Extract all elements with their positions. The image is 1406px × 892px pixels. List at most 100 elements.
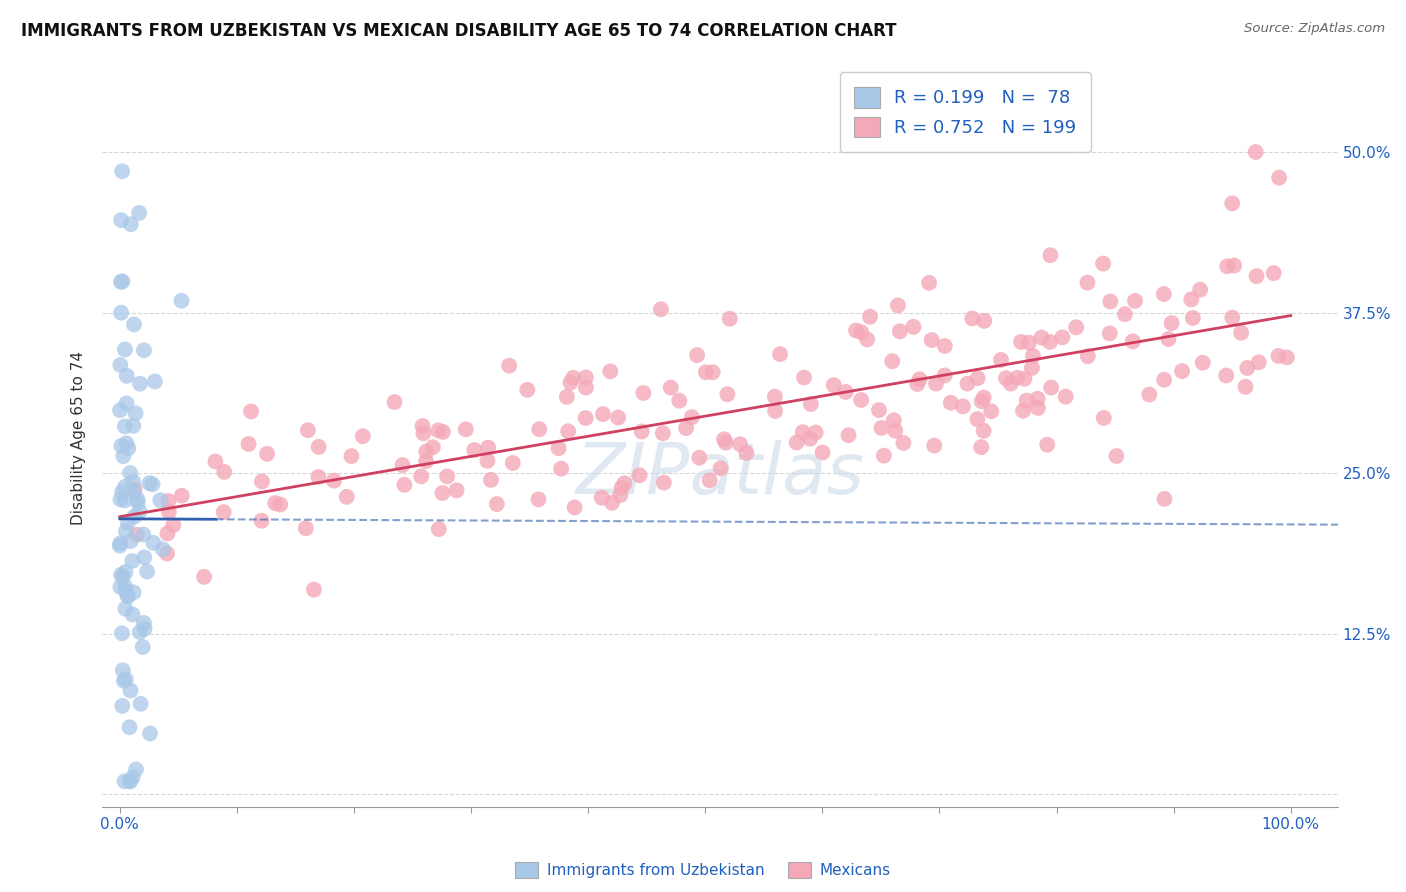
Point <box>529 422 551 436</box>
Point <box>1236 360 1258 375</box>
Point <box>415 444 437 458</box>
Point <box>110 358 132 372</box>
Point <box>956 376 979 391</box>
Point <box>352 429 374 443</box>
Point <box>1215 368 1237 383</box>
Point <box>1014 372 1036 386</box>
Point <box>114 580 136 594</box>
Point <box>718 311 741 326</box>
Point <box>111 164 134 178</box>
Point <box>114 774 136 789</box>
Point <box>120 534 142 549</box>
Point <box>118 720 141 734</box>
Point <box>769 347 792 361</box>
Point <box>157 494 180 508</box>
Point <box>127 492 149 507</box>
Point <box>436 469 458 483</box>
Point <box>652 475 675 490</box>
Point <box>477 454 499 468</box>
Point <box>849 392 872 407</box>
Point <box>527 492 550 507</box>
Point <box>110 275 132 289</box>
Point <box>908 372 931 386</box>
Point <box>562 371 585 385</box>
Point <box>970 394 993 409</box>
Point <box>143 375 166 389</box>
Point <box>141 477 163 491</box>
Point <box>882 354 904 368</box>
Point <box>117 589 139 603</box>
Point <box>108 403 131 417</box>
Point <box>793 370 815 384</box>
Point <box>925 376 948 391</box>
Point <box>111 484 134 499</box>
Point <box>1275 351 1298 365</box>
Point <box>1098 326 1121 341</box>
Point <box>110 580 132 594</box>
Point <box>1039 248 1062 262</box>
Text: ZIPatlas: ZIPatlas <box>575 440 865 509</box>
Point <box>132 343 155 358</box>
Point <box>412 419 434 434</box>
Point <box>156 547 179 561</box>
Point <box>1157 332 1180 346</box>
Point <box>966 412 988 426</box>
Point <box>883 413 905 427</box>
Point <box>710 461 733 475</box>
Point <box>1052 330 1074 344</box>
Point <box>804 425 827 440</box>
Point <box>114 601 136 615</box>
Point <box>686 348 709 362</box>
Point <box>1122 334 1144 349</box>
Point <box>111 274 134 288</box>
Point <box>134 622 156 636</box>
Point <box>336 490 359 504</box>
Point <box>120 466 142 480</box>
Point <box>115 584 138 599</box>
Point <box>111 626 134 640</box>
Point <box>118 774 141 789</box>
Point <box>610 481 633 495</box>
Point <box>394 478 416 492</box>
Point <box>884 424 907 438</box>
Point <box>681 410 703 425</box>
Point <box>127 495 149 509</box>
Point <box>120 217 142 231</box>
Point <box>1268 170 1291 185</box>
Point <box>1267 349 1289 363</box>
Point <box>650 302 672 317</box>
Point <box>599 364 621 378</box>
Point <box>121 770 143 784</box>
Point <box>934 368 956 383</box>
Point <box>432 425 454 439</box>
Point <box>980 404 1002 418</box>
Point <box>973 391 995 405</box>
Point <box>800 397 823 411</box>
Point <box>1077 349 1099 363</box>
Point <box>142 536 165 550</box>
Point <box>132 527 155 541</box>
Text: IMMIGRANTS FROM UZBEKISTAN VS MEXICAN DISABILITY AGE 65 TO 74 CORRELATION CHART: IMMIGRANTS FROM UZBEKISTAN VS MEXICAN DI… <box>21 22 897 40</box>
Point <box>1054 390 1077 404</box>
Point <box>1247 355 1270 369</box>
Point <box>110 306 132 320</box>
Point <box>702 365 724 379</box>
Point <box>110 567 132 582</box>
Point <box>124 482 146 496</box>
Point <box>121 554 143 568</box>
Point <box>1092 257 1115 271</box>
Point <box>302 582 325 597</box>
Point <box>1153 287 1175 301</box>
Point <box>792 425 814 440</box>
Point <box>688 450 710 465</box>
Point <box>1099 294 1122 309</box>
Point <box>110 213 132 227</box>
Point <box>851 325 873 339</box>
Point <box>1036 438 1059 452</box>
Point <box>446 483 468 498</box>
Point <box>699 473 721 487</box>
Point <box>115 524 138 538</box>
Point <box>1180 293 1202 307</box>
Point <box>966 371 988 385</box>
Point <box>1230 326 1253 340</box>
